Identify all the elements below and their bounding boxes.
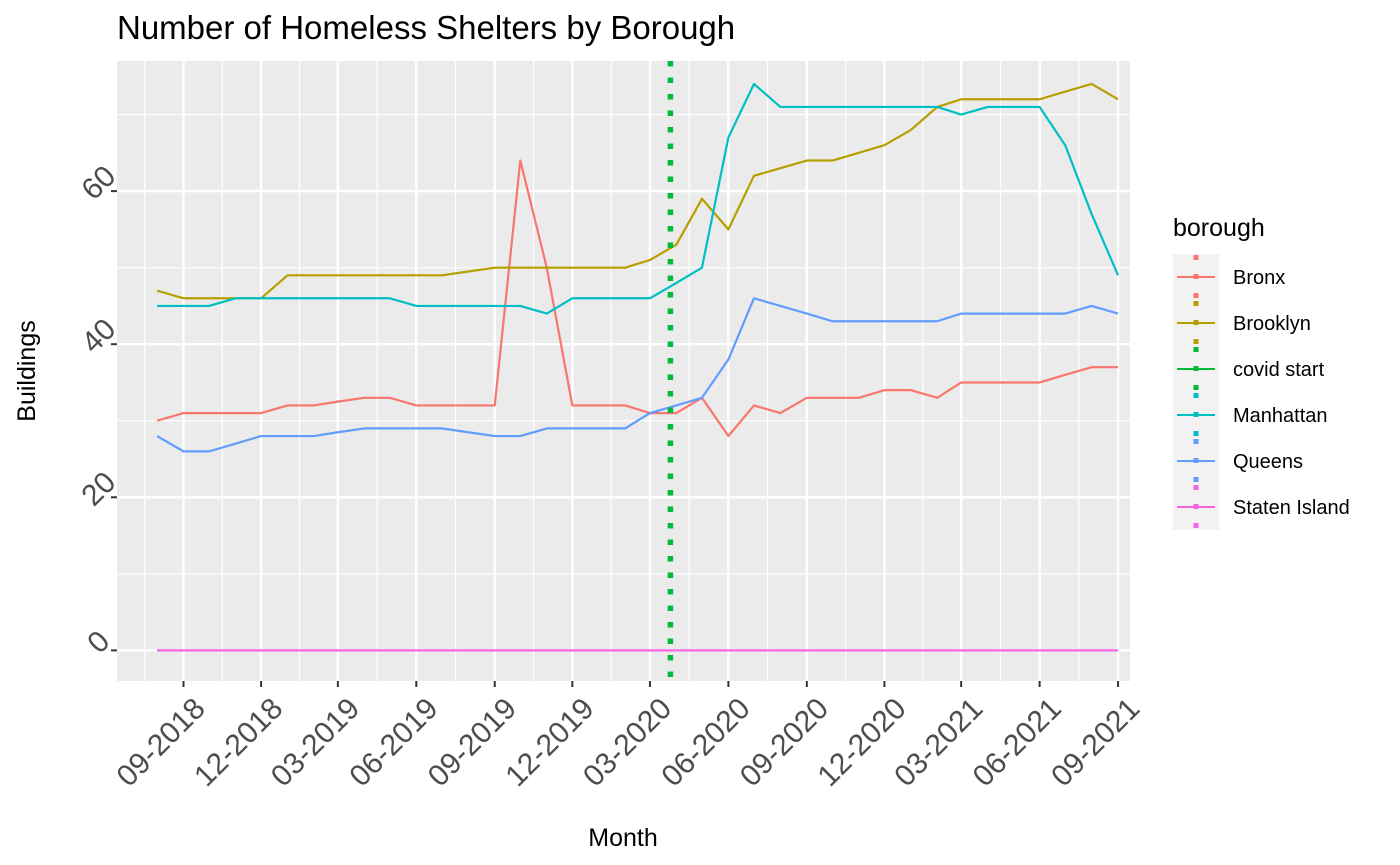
series-line-bronx [156, 159, 1119, 438]
legend: borough Bronx Brooklyn covid start Manhatta… [1173, 214, 1350, 530]
series-line-queens [156, 297, 1119, 453]
y-tick-label: 20 [75, 466, 122, 513]
y-tick-label: 0 [81, 625, 116, 660]
plot-panel [117, 61, 1130, 681]
legend-label-queens: Queens [1233, 451, 1303, 473]
chart-title: Number of Homeless Shelters by Borough [117, 9, 735, 46]
y-axis-title: Buildings [13, 320, 41, 421]
series-line-brooklyn [156, 82, 1119, 300]
y-tick-label: 60 [75, 160, 122, 207]
series-line-manhattan [157, 82, 1120, 315]
x-axis-title: Month [588, 824, 657, 852]
x-tick-label: 09-2021 [1045, 692, 1146, 793]
y-tick-label: 40 [75, 313, 122, 360]
legend-label-staten-island: Staten Island [1233, 497, 1350, 519]
legend-title: borough [1173, 214, 1265, 242]
legend-label-manhattan: Manhattan [1233, 405, 1328, 427]
legend-label-brooklyn: Brooklyn [1233, 313, 1311, 335]
legend-label-covid-start: covid start [1233, 359, 1325, 381]
legend-label-bronx: Bronx [1233, 267, 1285, 289]
series-lines [156, 82, 1120, 652]
